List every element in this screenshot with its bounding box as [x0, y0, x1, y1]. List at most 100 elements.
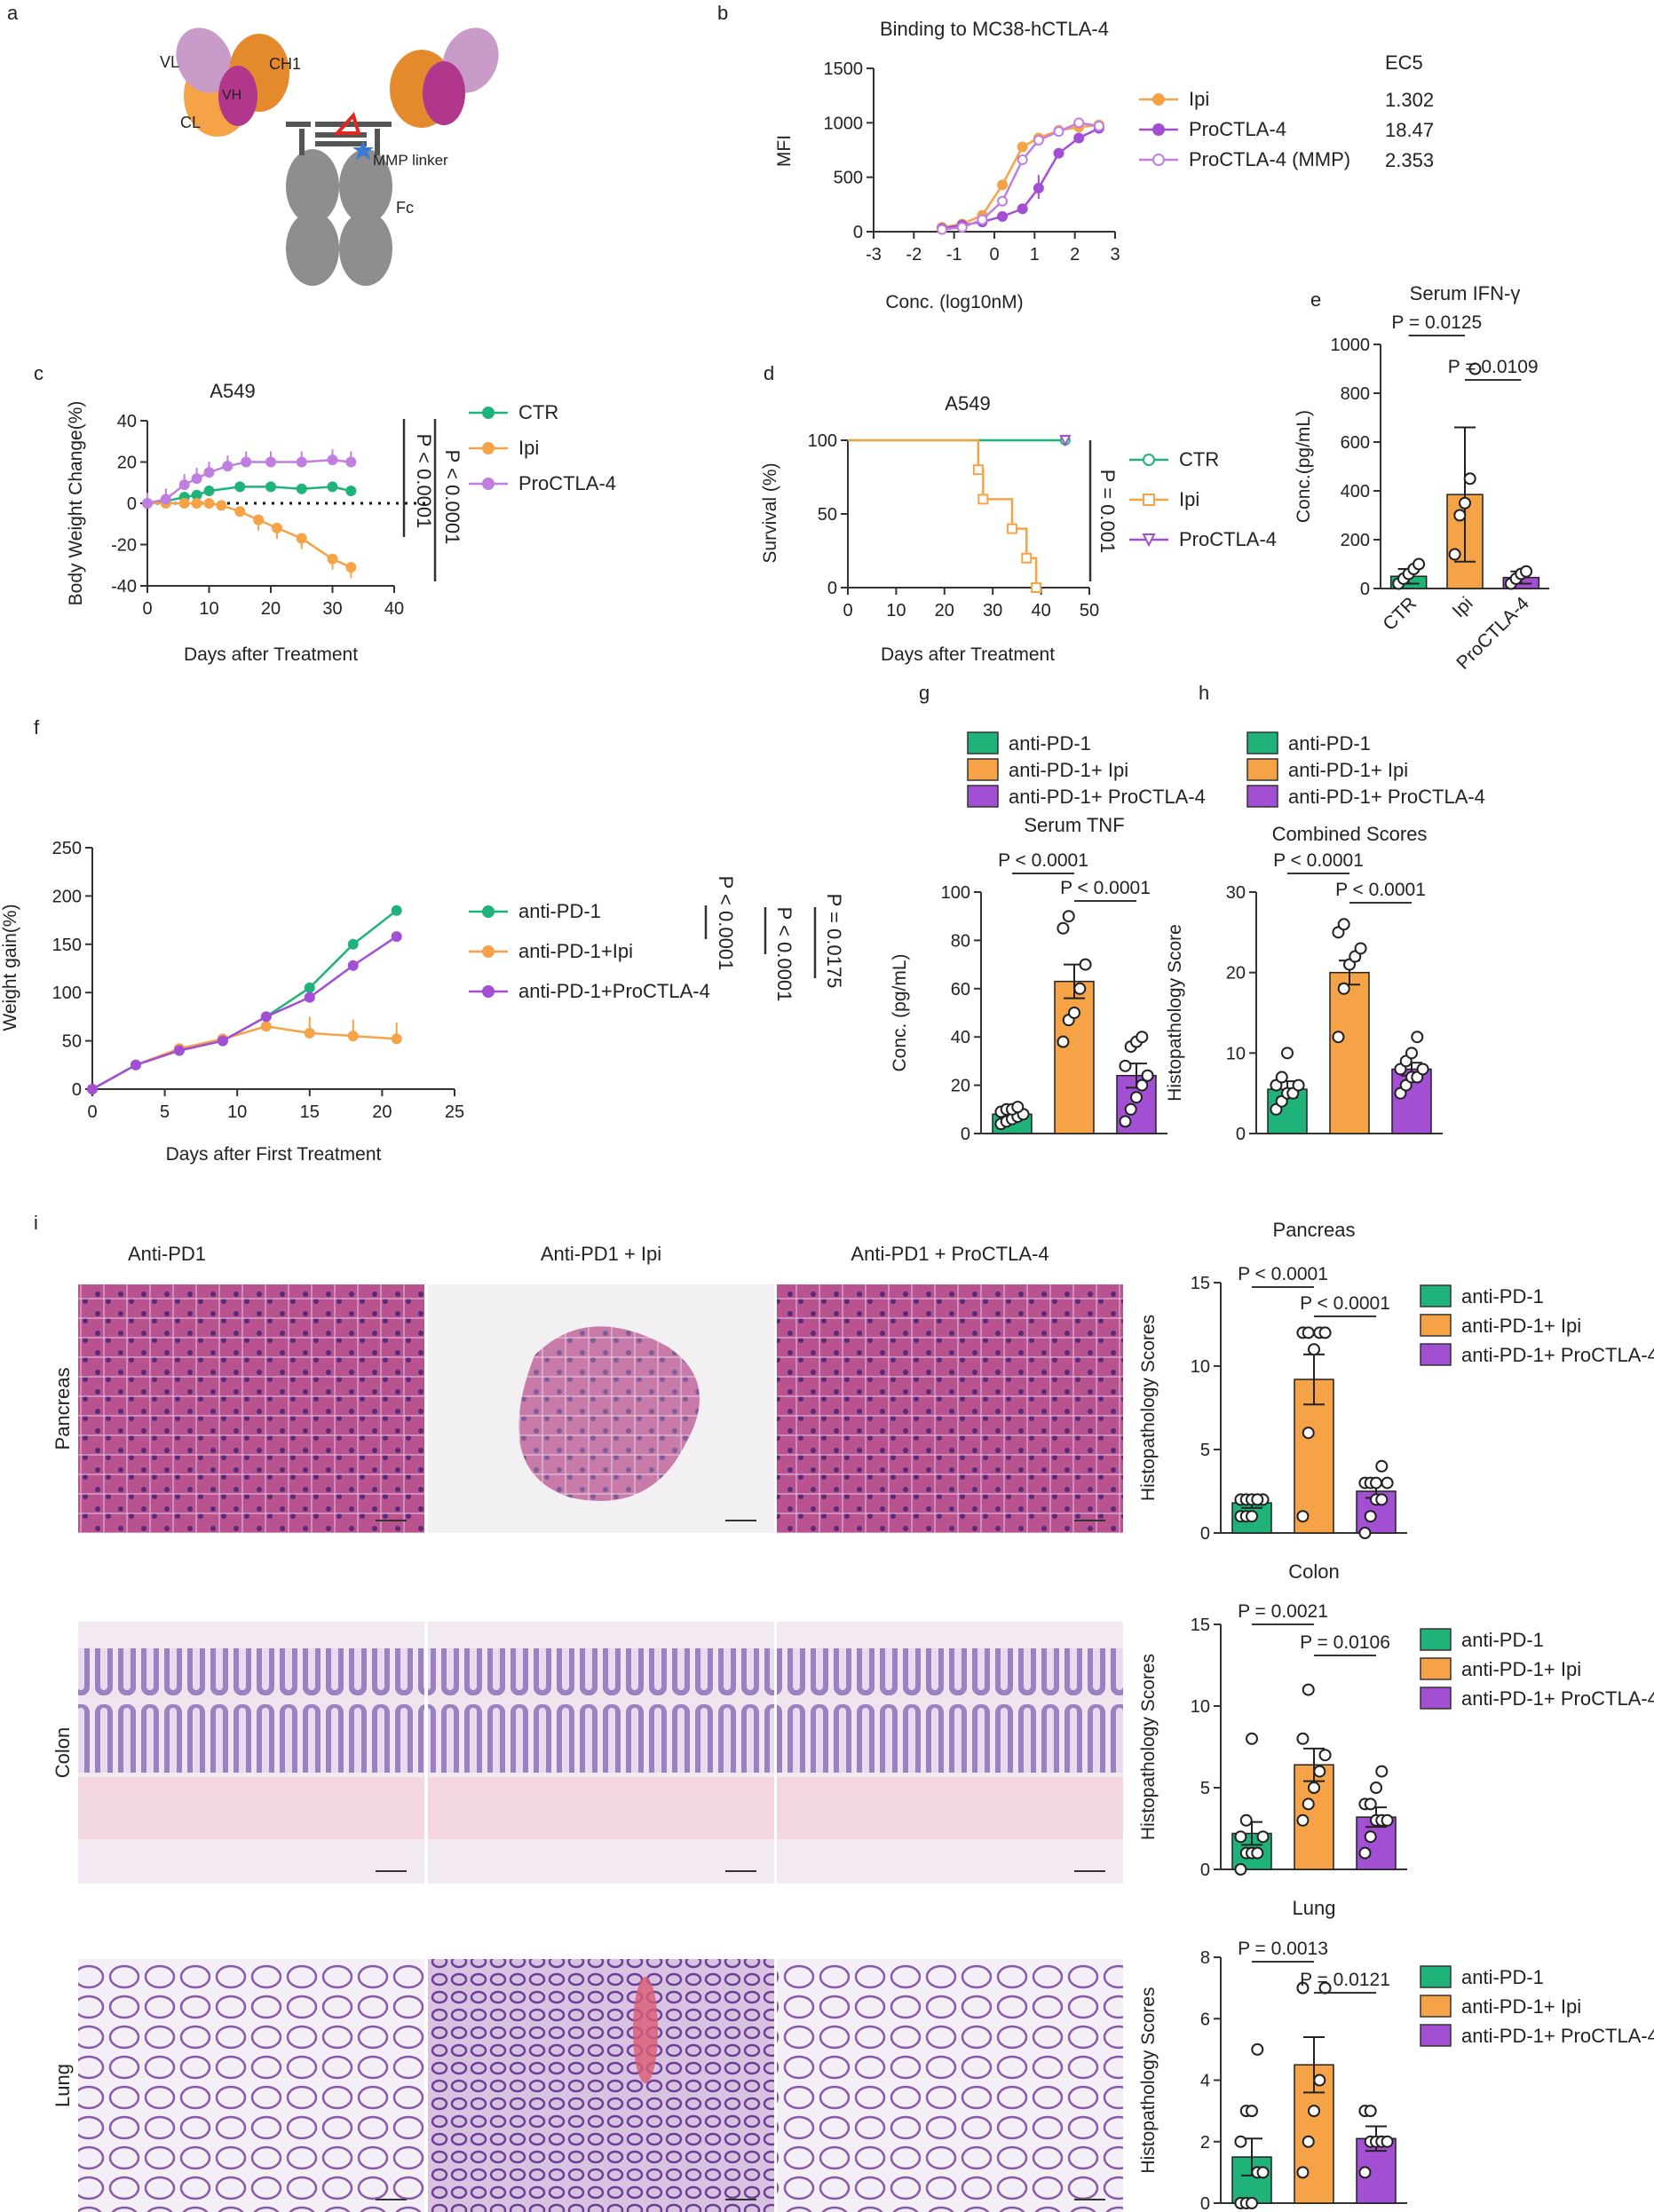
data-point — [1119, 1059, 1132, 1072]
x-tick-label: 40 — [1031, 601, 1050, 620]
data-point — [1364, 2105, 1377, 2118]
data-point — [1337, 918, 1350, 931]
legend-h-0-label: anti-PD-1 — [1288, 732, 1371, 754]
y-tick-label: 400 — [1341, 482, 1370, 502]
legend-h-2-label: anti-PD-1+ ProCTLA-4 — [1288, 786, 1485, 808]
legend-f-2-label: anti-PD-1+ProCTLA-4 — [518, 980, 710, 1002]
panel-i-pancreas-chart: 0 5 10 15 Pancreas Histopathology Scores P < 0… — [1138, 1219, 1407, 1544]
data-point — [1308, 1781, 1320, 1794]
panel-letter-i: i — [34, 1212, 38, 1234]
bar-1 — [1054, 980, 1095, 1134]
y-tick-label: 1500 — [824, 59, 864, 79]
panel-letter-e: e — [1310, 288, 1321, 311]
data-point — [1033, 134, 1044, 146]
data-point — [1068, 1007, 1080, 1019]
data-point — [1031, 582, 1042, 593]
x-tick-label: 30 — [322, 599, 342, 619]
x-tick-label: 15 — [300, 1102, 320, 1122]
chart-e-title: Serum IFN-γ — [1410, 282, 1521, 304]
y-tick-label: 4 — [1200, 2072, 1210, 2091]
legend-i-2-2-label: anti-PD-1+ ProCTLA-4 — [1461, 2025, 1654, 2047]
chart-i-lung-ylabel: Histopathology Scores — [1138, 1987, 1159, 2173]
legend-d-0-marker — [1143, 454, 1155, 466]
pval-i-pancreas-1-label: P < 0.0001 — [1238, 1264, 1328, 1284]
data-point — [1119, 1115, 1132, 1128]
legend-b-1-marker — [1152, 123, 1165, 136]
data-point — [1375, 1765, 1389, 1778]
data-point — [1318, 1326, 1332, 1339]
y-tick-label: 80 — [951, 931, 970, 951]
panel-g-chart: 0 20 40 60 80 100 Serum TNF Conc. (pg/mL) P < 0.… — [890, 814, 1167, 1144]
micrograph-tile — [428, 1959, 774, 2212]
fc-domain-upper-right — [339, 149, 392, 224]
y-tick-label: 10 — [1191, 1357, 1210, 1377]
label-vl: VL — [160, 53, 179, 71]
y-tick-label: 0 — [72, 1080, 82, 1100]
legend-i-0-0-swatch — [1420, 1284, 1452, 1307]
x-tick-label: -3 — [866, 245, 882, 265]
micrograph-tile — [78, 1284, 424, 1533]
micrograph-tile — [78, 1959, 424, 2212]
x-tick-label: 0 — [989, 245, 999, 265]
data-point — [1124, 1102, 1137, 1116]
data-point — [1251, 2042, 1264, 2056]
pval-f-2: P < 0.0001 — [773, 907, 795, 1002]
legend-i-0-2-swatch — [1420, 1343, 1452, 1366]
mmp-linker-mark — [333, 112, 361, 135]
data-point — [1292, 1078, 1305, 1092]
data-point — [1093, 121, 1104, 132]
data-point — [1302, 1326, 1315, 1339]
data-point — [1405, 1047, 1418, 1060]
chart-i-pancreas-title: Pancreas — [1273, 1219, 1356, 1241]
data-point — [234, 481, 246, 493]
panel-f-chart: 0 50 100 150 200 250 0 5 10 15 20 25 Days after Firs… — [0, 839, 845, 1165]
y-tick-label: 200 — [1341, 531, 1370, 550]
bar-1 — [1329, 971, 1370, 1134]
data-point — [1136, 1078, 1149, 1092]
pval-e-1-label: P = 0.0125 — [1391, 312, 1482, 333]
data-point — [1296, 2166, 1310, 2179]
legend-c-1-label: Ipi — [518, 437, 539, 459]
y-tick-label: 2 — [1200, 2133, 1210, 2153]
data-point — [1364, 1830, 1377, 1844]
category-label-1: Ipi — [1449, 593, 1477, 621]
chart-f-xlabel: Days after First Treatment — [166, 1144, 382, 1165]
legend-b-0-label: Ipi — [1189, 88, 1209, 110]
data-point — [1021, 552, 1033, 564]
pval-i-colon-2-label: P = 0.0106 — [1300, 1632, 1390, 1653]
legend-h-1-label: anti-PD-1+ Ipi — [1288, 759, 1408, 781]
data-point — [191, 498, 202, 509]
legend-d-2-marker — [1142, 533, 1156, 548]
legend-i-2-0-swatch — [1420, 1965, 1452, 1988]
legend-i-0-0-label: anti-PD-1 — [1461, 1285, 1544, 1307]
panel-i-colon-chart: 0 5 10 15 Colon Histopathology Scores P = 0.00… — [1138, 1560, 1407, 1880]
y-tick-label: 15 — [1191, 1616, 1210, 1635]
y-tick-label: -40 — [111, 577, 137, 596]
panel-letter-f: f — [34, 716, 40, 739]
y-tick-label: 5 — [1200, 1441, 1210, 1460]
vl-domain — [176, 28, 233, 93]
panel-i-lung-chart: 0 2 4 6 8 Lung Histopathology Scores P = 0.0013… — [1138, 1897, 1407, 2212]
legend-b-2-marker — [1152, 154, 1165, 166]
legend-d-2-label: ProCTLA-4 — [1179, 528, 1277, 550]
y-tick-label: 10 — [1191, 1697, 1210, 1717]
pval-f-1: P < 0.0001 — [715, 876, 737, 971]
legend-g-1-swatch — [967, 758, 999, 781]
y-tick-label: 0 — [827, 579, 837, 598]
pval-h-2-label: P < 0.0001 — [1335, 880, 1426, 900]
series-line-0 — [146, 486, 352, 505]
data-point — [1302, 1426, 1315, 1440]
legend-b-2-label: ProCTLA-4 (MMP) — [1189, 148, 1350, 170]
chart-b-title: Binding to MC38-hCTLA-4 — [880, 18, 1109, 40]
legend-f-2-marker — [482, 985, 495, 998]
data-point — [1059, 435, 1072, 447]
data-point — [1520, 565, 1533, 578]
data-point — [1017, 203, 1028, 215]
label-ch1: CH1 — [269, 55, 301, 73]
x-tick-label: 10 — [886, 601, 906, 620]
chart-e-ylabel: Conc.(pg/mL) — [1294, 410, 1314, 523]
data-point — [1375, 1493, 1389, 1506]
data-point — [1234, 1863, 1247, 1876]
y-tick-label: 20 — [1226, 964, 1246, 984]
